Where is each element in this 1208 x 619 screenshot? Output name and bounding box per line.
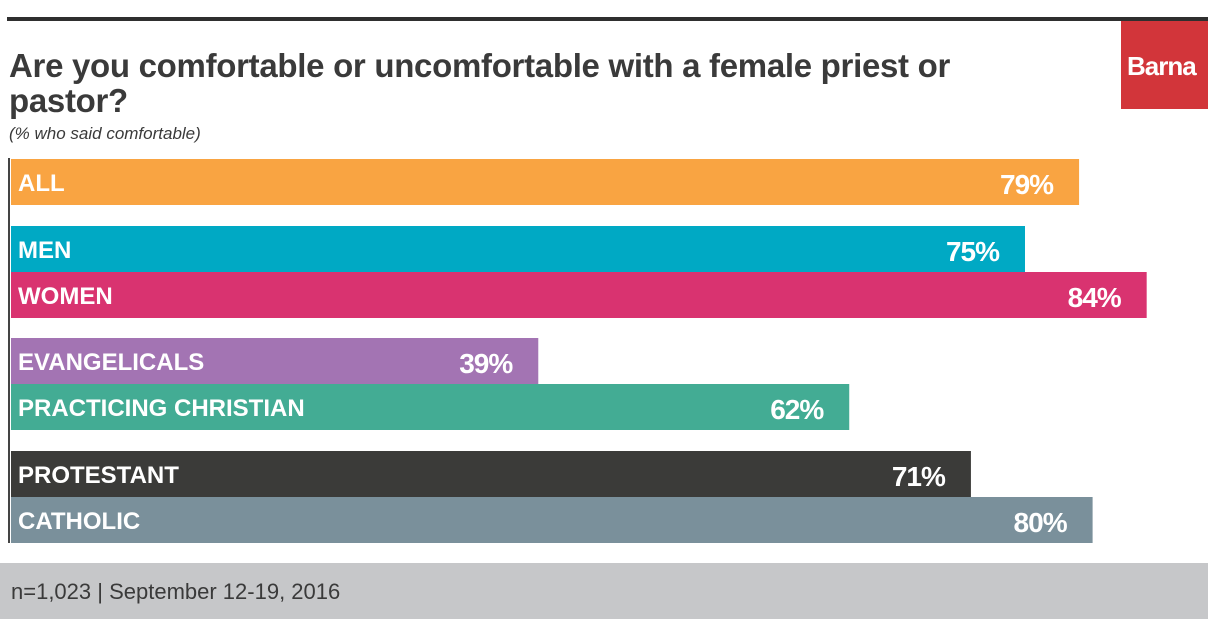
- top-rule: [7, 17, 1208, 21]
- category-label-evangelicals: EVANGELICALS: [18, 349, 204, 376]
- value-label-protestant: 71%: [892, 461, 946, 492]
- logo-text: Barna: [1127, 51, 1197, 81]
- value-label-women: 84%: [1068, 282, 1122, 313]
- bar-protestant: [11, 451, 971, 497]
- bar-women: [11, 272, 1147, 318]
- value-label-practicing-christian: 62%: [770, 394, 824, 425]
- bar-all: [11, 159, 1080, 205]
- chart-subtitle: (% who said comfortable): [9, 124, 201, 143]
- bar-evangelicals: [11, 338, 539, 384]
- value-label-all: 79%: [1000, 169, 1054, 200]
- category-label-women: WOMEN: [18, 283, 113, 310]
- footer: n=1,023 | September 12-19, 2016: [0, 563, 1208, 619]
- bar-chart: ALL 79% MEN 75% WOMEN 84% EVANGELICALS 39% PRACT…: [8, 158, 1147, 543]
- bar-men: [11, 226, 1025, 272]
- category-label-men: MEN: [18, 237, 71, 264]
- value-label-catholic: 80%: [1014, 507, 1068, 538]
- category-label-protestant: PROTESTANT: [18, 462, 179, 489]
- bars-group: ALL 79% MEN 75% WOMEN 84% EVANGELICALS 39% PRACT…: [11, 159, 1147, 543]
- footer-note: n=1,023 | September 12-19, 2016: [11, 579, 341, 604]
- bar-catholic: [11, 497, 1093, 543]
- bar-practicing-christian: [11, 384, 850, 430]
- barna-logo: Barna: [1121, 21, 1208, 109]
- value-label-evangelicals: 39%: [459, 348, 513, 379]
- value-label-men: 75%: [946, 236, 1000, 267]
- chart-title: Are you comfortable or uncomfortable wit…: [9, 47, 951, 119]
- category-label-practicing-christian: PRACTICING CHRISTIAN: [18, 395, 305, 422]
- category-label-catholic: CATHOLIC: [18, 508, 140, 535]
- category-label-all: ALL: [18, 170, 65, 197]
